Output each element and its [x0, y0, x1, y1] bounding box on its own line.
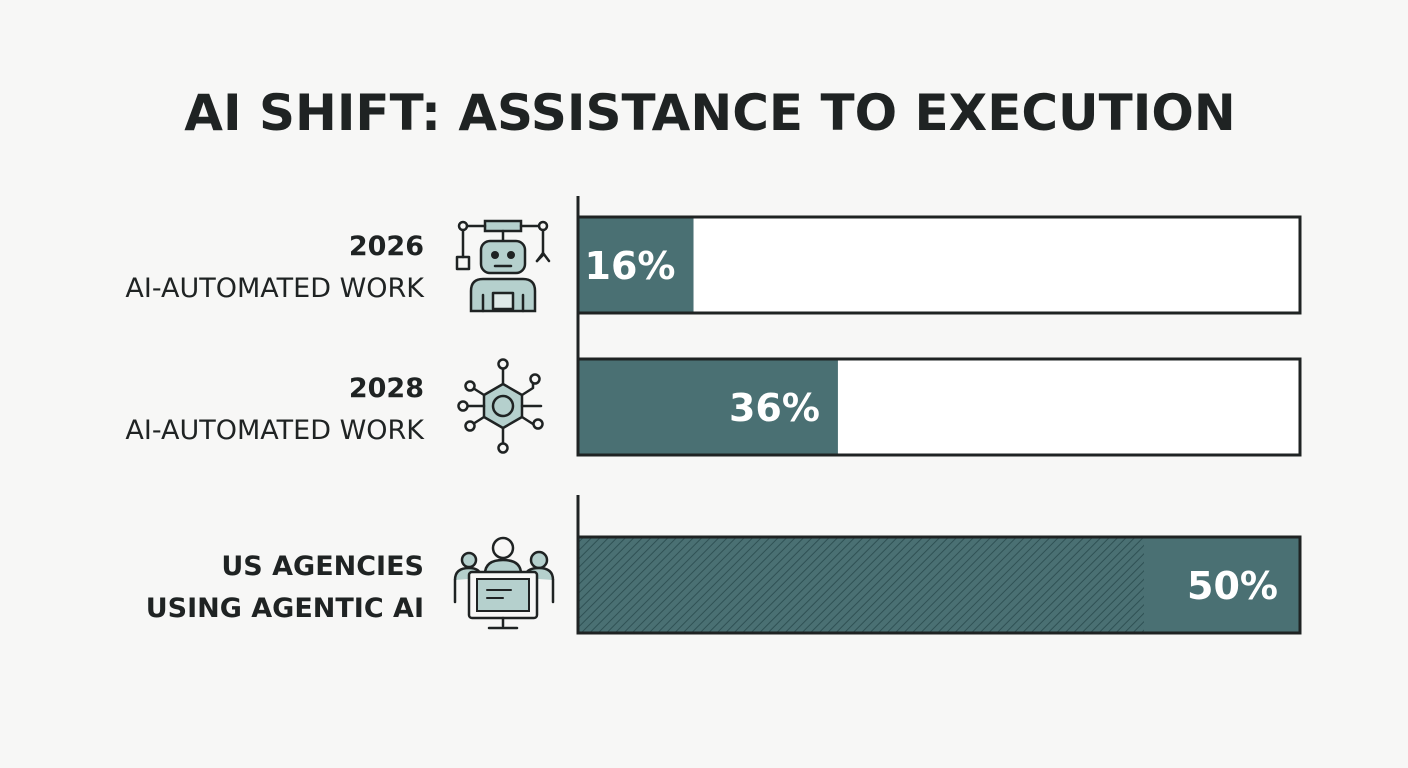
bar-value-label: 50% — [1187, 564, 1278, 608]
bar-value-label: 36% — [729, 386, 820, 430]
network-chip-icon — [457, 358, 544, 454]
bar-outline — [576, 535, 1302, 635]
chart-title: AI SHIFT: ASSISTANCE TO EXECUTION — [184, 84, 1235, 142]
category-label-line1: 2028 — [349, 373, 424, 404]
bar-track — [578, 217, 1300, 313]
category-label-line1: US AGENCIES — [221, 551, 424, 582]
bar-value-label: 16% — [585, 244, 676, 288]
category-label-line2: USING AGENTIC AI — [146, 593, 424, 624]
category-labels-layer: 2026 AI-AUTOMATED WORK 2028 AI-AUTOMATED WO… — [125, 231, 425, 624]
icons-layer — [453, 219, 555, 630]
bar-outline — [576, 215, 1302, 315]
bars-layer: 16% 36% 50% — [576, 196, 1302, 635]
bar — [1144, 537, 1300, 633]
category-label-line2: AI-AUTOMATED WORK — [125, 273, 425, 304]
category-label-line2: AI-AUTOMATED WORK — [125, 415, 425, 446]
robot-icon — [455, 219, 551, 313]
agency-team-computer-icon — [453, 536, 555, 630]
bar — [578, 359, 838, 455]
category-label-line1: 2026 — [349, 231, 424, 262]
bar-outline — [576, 357, 1302, 457]
bar — [578, 217, 694, 313]
